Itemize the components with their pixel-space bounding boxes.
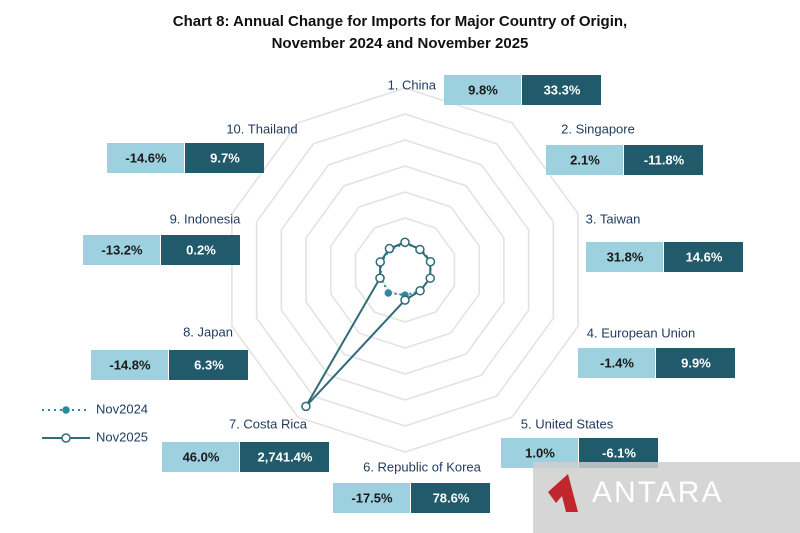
value-label: 2.1% bbox=[570, 152, 600, 167]
category-label: 9. Indonesia bbox=[170, 211, 242, 226]
value-box bbox=[161, 235, 240, 265]
series-marker bbox=[415, 244, 425, 255]
value-box bbox=[444, 75, 521, 105]
grid-ring bbox=[305, 165, 505, 375]
value-label: 46.0% bbox=[183, 449, 220, 464]
value-label: -6.1% bbox=[602, 445, 636, 460]
category-label: 7. Costa Rica bbox=[229, 416, 308, 431]
series-marker bbox=[400, 295, 410, 305]
series-marker bbox=[375, 273, 385, 283]
series-line bbox=[305, 241, 432, 408]
value-label: 9.7% bbox=[210, 150, 240, 165]
value-label: -13.2% bbox=[101, 242, 143, 257]
value-label: -14.6% bbox=[125, 150, 167, 165]
value-label: 1.0% bbox=[525, 445, 555, 460]
value-label: 9.8% bbox=[468, 82, 498, 97]
value-box bbox=[83, 235, 160, 265]
value-box bbox=[185, 143, 264, 173]
value-label: -14.8% bbox=[109, 357, 151, 372]
chart-title: Chart 8: Annual Change for Imports for M… bbox=[173, 13, 627, 30]
grid-ring bbox=[231, 87, 579, 453]
legend-label: Nov2025 bbox=[96, 429, 148, 444]
value-box bbox=[107, 143, 184, 173]
value-box bbox=[522, 75, 601, 105]
value-label: -17.5% bbox=[351, 490, 393, 505]
grid-ring bbox=[280, 139, 530, 401]
series-marker bbox=[425, 273, 435, 283]
value-label: 31.8% bbox=[607, 249, 644, 264]
value-box bbox=[586, 242, 663, 272]
category-label: 4. European Union bbox=[587, 325, 695, 340]
value-box bbox=[333, 483, 410, 513]
legend-marker bbox=[62, 406, 70, 414]
value-box bbox=[664, 242, 743, 272]
value-label: 0.2% bbox=[186, 242, 216, 257]
value-label: -1.4% bbox=[600, 355, 634, 370]
value-box bbox=[411, 483, 490, 513]
grid-ring bbox=[255, 113, 555, 427]
value-label: 14.6% bbox=[686, 249, 723, 264]
category-label: 1. China bbox=[388, 77, 437, 92]
series-marker bbox=[400, 237, 410, 248]
value-box bbox=[91, 350, 168, 380]
category-label: 10. Thailand bbox=[226, 121, 297, 136]
value-box bbox=[162, 442, 239, 472]
series-marker bbox=[384, 289, 393, 297]
value-box bbox=[240, 442, 329, 472]
category-label: 2. Singapore bbox=[561, 121, 635, 136]
chart-title: November 2024 and November 2025 bbox=[272, 35, 529, 52]
series-marker bbox=[384, 243, 395, 254]
watermark-logo bbox=[548, 474, 578, 512]
grid-ring bbox=[330, 191, 480, 349]
category-label: 5. United States bbox=[521, 416, 614, 431]
value-box bbox=[546, 145, 623, 175]
watermark-bg bbox=[533, 462, 800, 533]
value-label: 6.3% bbox=[194, 357, 224, 372]
value-box bbox=[169, 350, 248, 380]
watermark: ANTARA bbox=[592, 476, 723, 509]
legend-label: Nov2024 bbox=[96, 401, 148, 416]
series-marker bbox=[425, 256, 436, 267]
value-box bbox=[578, 348, 655, 378]
series-marker bbox=[415, 286, 425, 296]
value-label: 33.3% bbox=[544, 82, 581, 97]
series-marker bbox=[375, 257, 386, 267]
value-label: 2,741.4% bbox=[258, 449, 313, 464]
value-label: 9.9% bbox=[681, 355, 711, 370]
category-label: 3. Taiwan bbox=[586, 211, 641, 226]
category-label: 8. Japan bbox=[183, 324, 233, 339]
value-box bbox=[656, 348, 735, 378]
grid-ring bbox=[354, 217, 456, 323]
value-label: -11.8% bbox=[644, 152, 685, 167]
value-box bbox=[624, 145, 703, 175]
legend-marker bbox=[61, 433, 71, 443]
category-label: 6. Republic of Korea bbox=[363, 459, 482, 474]
value-label: 78.6% bbox=[433, 490, 470, 505]
series-marker bbox=[301, 401, 311, 412]
